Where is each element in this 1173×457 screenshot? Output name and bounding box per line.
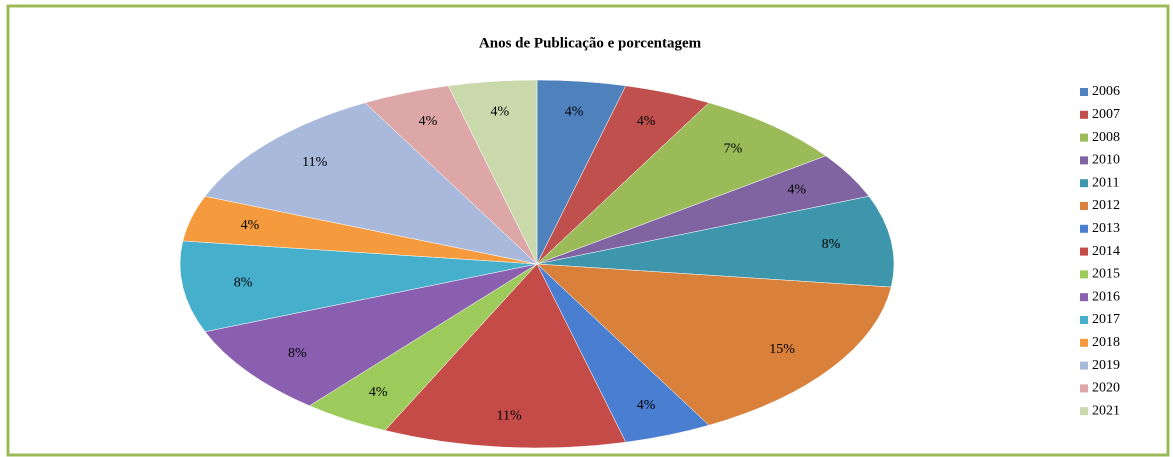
legend-label: 2016 <box>1092 289 1120 304</box>
legend-label: 2018 <box>1092 335 1120 350</box>
chart-title: Anos de Publicação e porcentagem <box>479 35 702 51</box>
legend-label: 2013 <box>1092 221 1120 236</box>
legend-swatch <box>1080 338 1088 347</box>
data-label: 4% <box>491 105 510 120</box>
legend-label: 2006 <box>1092 84 1120 99</box>
pie-slice <box>204 102 538 265</box>
data-label: 8% <box>822 237 841 252</box>
data-label: 4% <box>241 218 260 233</box>
legend-label: 2012 <box>1092 198 1120 213</box>
legend-label: 2019 <box>1092 358 1120 373</box>
data-label: 7% <box>724 142 743 157</box>
legend-swatch <box>1080 224 1088 233</box>
pie-slice <box>447 79 538 265</box>
legend-swatch <box>1080 293 1088 302</box>
legend-label: 2017 <box>1092 312 1120 327</box>
legend-swatch <box>1080 202 1088 210</box>
legend-swatch <box>1080 88 1088 96</box>
legend-swatch <box>1080 179 1088 188</box>
data-label: 4% <box>369 385 388 400</box>
legend-swatch <box>1080 316 1088 324</box>
pie-slice <box>536 263 892 426</box>
pie-slice <box>179 240 538 333</box>
legend-label: 2007 <box>1092 107 1120 122</box>
data-label: 15% <box>769 342 795 357</box>
legend-swatch <box>1080 133 1088 142</box>
legend-label: 2015 <box>1092 267 1120 282</box>
data-label: 4% <box>787 183 806 198</box>
legend-swatch <box>1080 247 1088 256</box>
legend-swatch <box>1080 361 1088 370</box>
legend-label: 2011 <box>1092 175 1119 190</box>
data-label: 11% <box>302 155 327 170</box>
pie-slice <box>536 102 827 265</box>
pie-slice <box>204 263 538 407</box>
legend-swatch <box>1080 270 1088 279</box>
pie-slice <box>384 263 627 449</box>
legend-swatch <box>1080 110 1088 119</box>
legend-label: 2010 <box>1092 153 1120 168</box>
data-label: 8% <box>234 275 253 290</box>
legend-swatch <box>1080 384 1088 393</box>
legend-swatch <box>1080 156 1088 165</box>
pie-slice <box>536 195 895 288</box>
legend-label: 2008 <box>1092 130 1120 145</box>
legend-swatch <box>1080 407 1088 416</box>
legend-label: 2020 <box>1092 381 1120 396</box>
data-label: 4% <box>565 105 584 120</box>
legend-label: 2014 <box>1092 244 1120 259</box>
data-label: 4% <box>637 114 656 129</box>
legend-label: 2021 <box>1092 403 1120 418</box>
data-label: 4% <box>419 114 438 129</box>
data-label: 11% <box>497 408 522 423</box>
data-label: 8% <box>288 346 307 361</box>
data-label: 4% <box>637 398 656 413</box>
